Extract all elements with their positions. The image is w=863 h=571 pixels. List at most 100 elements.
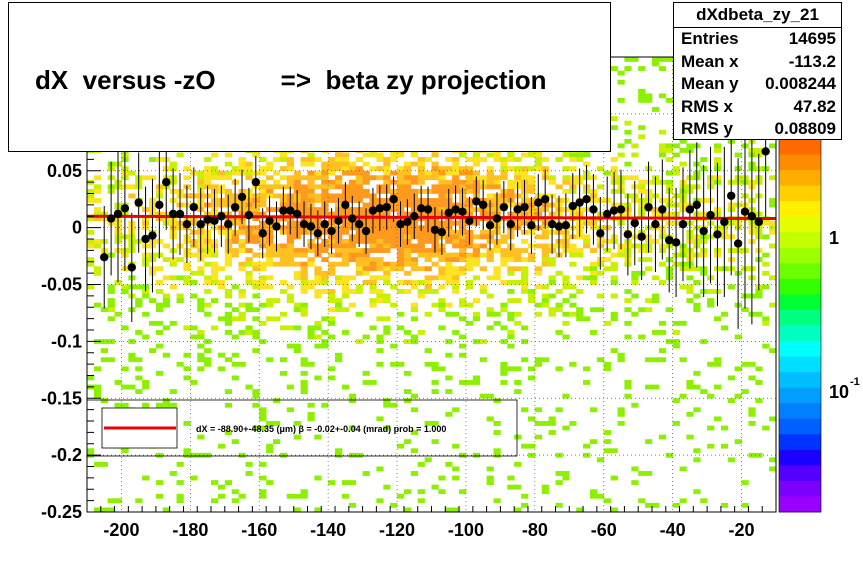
heatmap-cell (603, 170, 611, 176)
heatmap-cell (596, 166, 605, 172)
heatmap-cell (493, 452, 501, 458)
heatmap-cell (162, 302, 170, 308)
heatmap-cell (562, 471, 570, 476)
heatmap-cell (417, 279, 425, 285)
heatmap-cell (521, 357, 529, 363)
heatmap-cell (197, 184, 205, 190)
heatmap-cell (527, 257, 536, 263)
heatmap-cell (431, 289, 439, 294)
data-point (230, 202, 240, 212)
heatmap-cell (355, 157, 363, 162)
heatmap-cell (211, 261, 219, 267)
heatmap-cell (335, 157, 343, 162)
heatmap-cell (266, 161, 274, 167)
heatmap-cell (155, 480, 164, 485)
y-tick-label: -0.25 (41, 502, 82, 522)
heatmap-cell (665, 339, 673, 344)
heatmap-cell (438, 270, 446, 276)
heatmap-cell (314, 334, 322, 340)
heatmap-cell (521, 289, 529, 294)
heatmap-cell (341, 330, 350, 335)
heatmap-cell (397, 361, 405, 367)
data-point (210, 216, 219, 225)
color-scale-cell (779, 341, 821, 357)
heatmap-cell (397, 152, 405, 158)
data-point (224, 220, 233, 229)
heatmap-cell (713, 148, 722, 153)
heatmap-cell (527, 175, 536, 181)
heatmap-cell (555, 307, 563, 313)
heatmap-cell (300, 307, 308, 313)
heatmap-cell (307, 257, 315, 263)
color-scale-cell (779, 201, 821, 218)
heatmap-cell (486, 152, 494, 158)
heatmap-cell (569, 166, 577, 172)
heatmap-cell (252, 393, 260, 399)
heatmap-cell (472, 261, 481, 267)
heatmap-cell (162, 257, 170, 263)
heatmap-cell (328, 198, 336, 203)
heatmap-cell (135, 298, 143, 303)
heatmap-cell (390, 261, 398, 267)
heatmap-cell (631, 143, 639, 149)
heatmap-cell (507, 298, 515, 303)
heatmap-cell (341, 161, 350, 167)
heatmap-cell (521, 152, 529, 158)
heatmap-cell (286, 166, 294, 172)
heatmap-cell (424, 311, 432, 317)
heatmap-cell (479, 266, 487, 272)
heatmap-cell (238, 361, 246, 367)
heatmap-cell (645, 257, 653, 263)
heatmap-cell (500, 302, 508, 308)
heatmap-cell (569, 311, 577, 317)
heatmap-cell (445, 170, 453, 176)
heatmap-cell (183, 279, 191, 285)
heatmap-cell (734, 334, 742, 340)
heatmap-cell (658, 66, 667, 71)
heatmap-cell (417, 239, 425, 244)
heatmap-cell (651, 107, 660, 112)
heatmap-cell (300, 193, 308, 199)
heatmap-cell (142, 475, 150, 481)
heatmap-cell (87, 198, 95, 203)
heatmap-cell (300, 302, 308, 308)
heatmap-cell (362, 170, 370, 176)
heatmap-cell (224, 161, 232, 167)
heatmap-cell (707, 393, 715, 399)
heatmap-cell (321, 339, 329, 344)
heatmap-cell (459, 452, 467, 458)
heatmap-cell (472, 248, 481, 253)
heatmap-cell (383, 175, 391, 181)
stats-label: RMS y (681, 119, 733, 138)
heatmap-cell (107, 289, 115, 294)
heatmap-cell (534, 270, 543, 276)
heatmap-cell (341, 279, 350, 285)
heatmap-cell (376, 248, 384, 253)
heatmap-cell (231, 170, 239, 176)
data-point (354, 220, 364, 229)
data-point (485, 221, 495, 230)
heatmap-cell (417, 157, 425, 162)
heatmap-cell (589, 330, 598, 335)
heatmap-cell (651, 330, 660, 335)
heatmap-cell (651, 384, 660, 390)
heatmap-cell (383, 279, 391, 285)
heatmap-cell (624, 320, 632, 326)
heatmap-cell (452, 257, 460, 263)
heatmap-cell (472, 275, 481, 281)
heatmap-cell (321, 257, 329, 263)
heatmap-cell (500, 234, 508, 240)
heatmap-cell (204, 348, 212, 354)
heatmap-cell (328, 179, 336, 185)
heatmap-cell (321, 279, 329, 285)
heatmap-cell (672, 330, 680, 335)
heatmap-cell (286, 384, 294, 390)
heatmap-cell (713, 143, 722, 149)
heatmap-cell (424, 175, 432, 181)
heatmap-cell (459, 343, 467, 349)
heatmap-cell (672, 166, 680, 172)
heatmap-cell (410, 334, 419, 340)
heatmap-cell (410, 175, 419, 181)
heatmap-cell (328, 316, 336, 322)
heatmap-cell (314, 266, 322, 272)
